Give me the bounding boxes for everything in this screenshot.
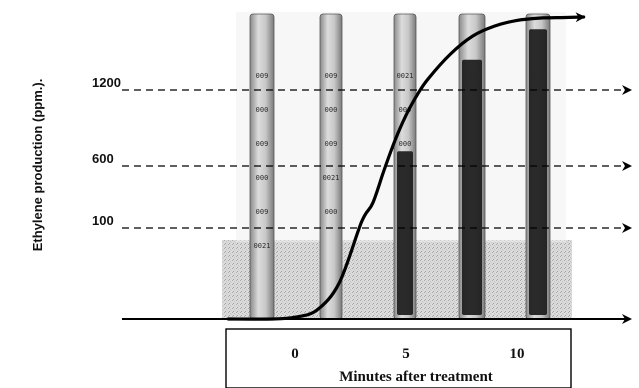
x-tick-label: 5 bbox=[402, 346, 410, 362]
tube-scale-mark: 0021 bbox=[397, 72, 414, 80]
x-tick-label: 0 bbox=[291, 346, 299, 362]
tube-dark-fill bbox=[397, 151, 413, 315]
tube-scale-mark: 009 bbox=[325, 72, 338, 80]
y-axis-label: Ethylene production (ppm.). bbox=[30, 79, 45, 252]
x-axis-label: Minutes after treatment bbox=[339, 369, 493, 385]
tube-scale-mark: 009 bbox=[399, 106, 412, 114]
tube-scale-mark: 009 bbox=[256, 208, 269, 216]
tube-scale-mark: 009 bbox=[256, 72, 269, 80]
tube-scale-mark: 009 bbox=[325, 140, 338, 148]
tube-scale-mark: 000 bbox=[325, 106, 338, 114]
tube-scale-mark: 009 bbox=[256, 140, 269, 148]
tube-dark-fill bbox=[529, 29, 547, 315]
tube-scale-mark: 000 bbox=[399, 140, 412, 148]
y-tick-label: 100 bbox=[92, 213, 114, 228]
tube-scale-mark: 0021 bbox=[323, 174, 340, 182]
x-tick-label: 10 bbox=[510, 346, 525, 362]
tube-dark-fill bbox=[462, 59, 482, 315]
tube-scale-mark: 000 bbox=[325, 208, 338, 216]
y-tick-label: 1200 bbox=[92, 75, 121, 90]
tube-scale-mark: 000 bbox=[256, 174, 269, 182]
x-label-box bbox=[225, 328, 572, 388]
series-line-ethylene bbox=[226, 12, 586, 321]
tube-scale-mark: 0021 bbox=[464, 72, 481, 80]
y-tick-label: 600 bbox=[92, 151, 114, 166]
tube-scale-mark: 0021 bbox=[254, 242, 271, 250]
tube-scale-mark: 000 bbox=[256, 106, 269, 114]
tube-scale-mark: 0021 bbox=[530, 72, 547, 80]
